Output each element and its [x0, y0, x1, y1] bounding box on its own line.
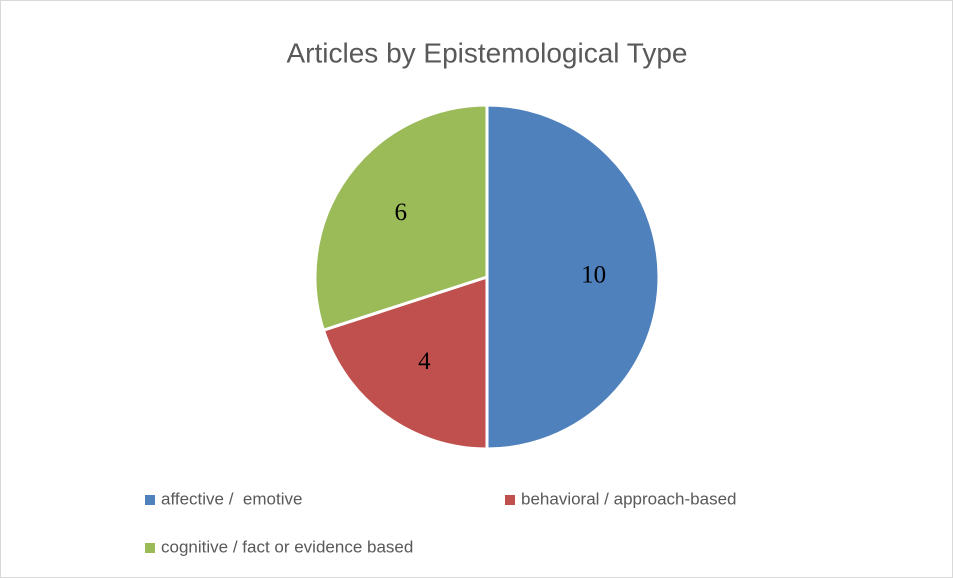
- chart-title: Articles by Epistemological Type: [287, 37, 688, 68]
- data-label: 10: [581, 262, 606, 289]
- legend-label: cognitive / fact or evidence based: [161, 537, 413, 556]
- legend-swatch: [145, 543, 155, 553]
- legend: affective / emotive behavioral / approach…: [145, 489, 736, 556]
- pie: 10 4 6: [313, 103, 661, 451]
- legend-label: behavioral / approach-based: [521, 489, 736, 508]
- pie-slice: [321, 274, 489, 451]
- pie-slice: [313, 103, 489, 333]
- legend-label: affective / emotive: [161, 489, 302, 508]
- data-label: 4: [418, 348, 431, 375]
- data-label: 6: [394, 199, 407, 226]
- legend-swatch: [505, 495, 515, 505]
- pie-slice: [485, 103, 661, 451]
- legend-swatch: [145, 495, 155, 505]
